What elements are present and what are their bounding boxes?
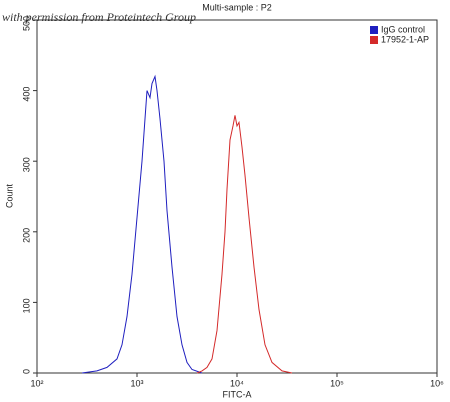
y-tick-label: 400: [21, 87, 31, 102]
x-tick-label: 10⁶: [430, 378, 444, 388]
x-tick-label: 10³: [130, 378, 143, 388]
legend-swatch: [370, 26, 378, 34]
histogram-line: [81, 74, 203, 374]
chart-title: Multi-sample : P2: [202, 2, 272, 12]
legend-swatch: [370, 36, 378, 44]
legend-label: IgG control: [381, 24, 425, 34]
x-tick-label: 10⁴: [230, 378, 244, 388]
y-tick-label: 100: [21, 298, 31, 313]
x-tick-label: 10⁵: [330, 378, 344, 388]
x-tick-label: 10²: [30, 378, 43, 388]
x-axis-label: FITC-A: [223, 389, 252, 399]
y-tick-label: 0: [21, 369, 31, 374]
plot-frame: [36, 19, 438, 374]
legend-label: 17952-1-AP: [381, 34, 429, 44]
histogram-line: [196, 115, 293, 374]
y-tick-label: 300: [21, 157, 31, 172]
y-axis-label: Count: [4, 184, 14, 209]
y-tick-label: 500: [21, 16, 31, 31]
y-tick-label: 200: [21, 228, 31, 243]
watermark: with permission from Proteintech Group: [2, 10, 196, 24]
